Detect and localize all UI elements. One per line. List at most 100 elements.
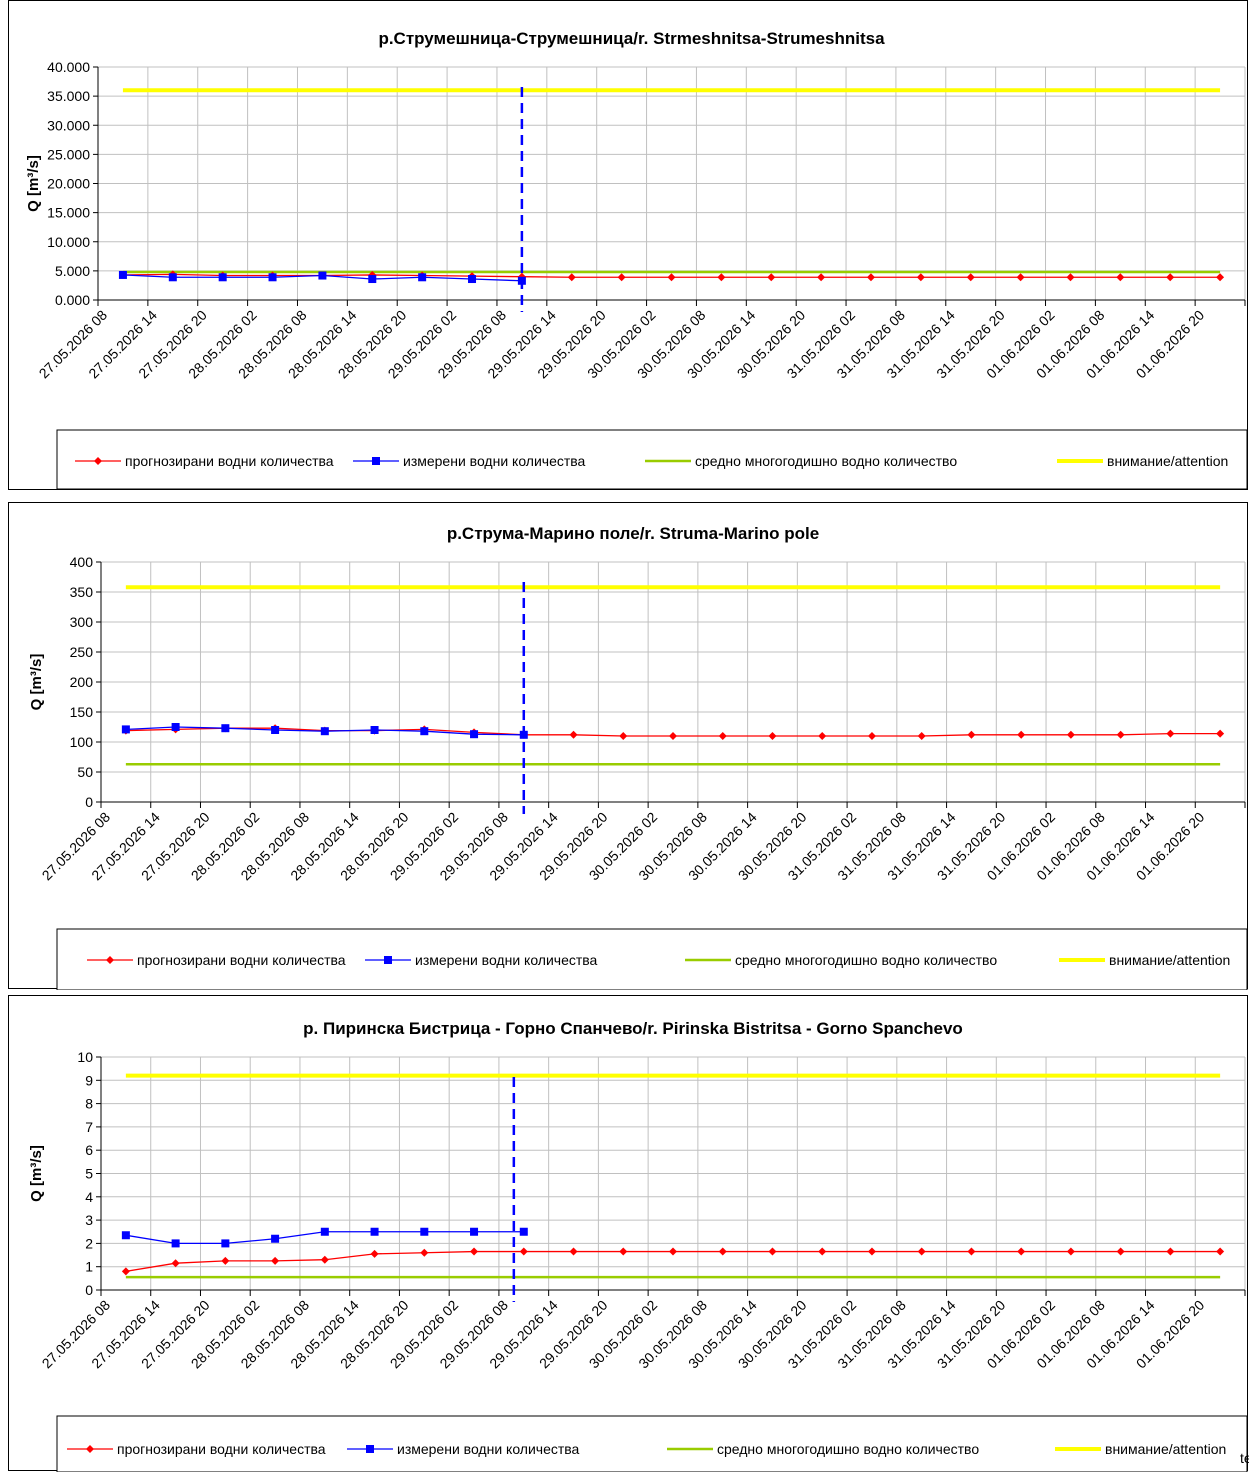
forecast-point (271, 1256, 280, 1265)
forecast-point (1017, 730, 1026, 739)
measured-point (320, 1227, 329, 1236)
forecast-point (669, 732, 677, 740)
legend-box (56, 1415, 1248, 1472)
legend-label: внимание/attention (1105, 1441, 1226, 1457)
legend-label: средно многогодишно водно количество (695, 453, 957, 469)
measured-point (420, 1227, 429, 1236)
forecast-point (1066, 1247, 1075, 1256)
y-tick-label: 150 (70, 704, 94, 720)
measured-point (519, 1227, 528, 1236)
y-tick-label: 5.000 (55, 263, 90, 279)
y-tick-label: 300 (70, 614, 94, 630)
measured-point (171, 1239, 180, 1248)
measured-point (171, 723, 180, 731)
legend-box (56, 429, 1248, 490)
forecast-point (519, 1247, 528, 1256)
forecast-point (1017, 1247, 1026, 1256)
legend-label: средно многогодишно водно количество (717, 1441, 979, 1457)
chart-title: р. Пиринска Бистрица - Горно Спанчево/r.… (303, 1019, 963, 1038)
forecast-point (569, 730, 578, 739)
forecast-point (1216, 729, 1225, 738)
legend-swatch-marker (384, 956, 392, 964)
forecast-point (867, 1247, 876, 1256)
legend-box (56, 928, 1248, 990)
forecast-point (567, 273, 576, 282)
forecast-point (171, 1259, 180, 1268)
y-tick-label: 35.000 (47, 88, 90, 104)
legend-label: измерени водни количества (403, 453, 586, 469)
measured-point (271, 1234, 280, 1243)
y-axis-label: Q [m³/s] (25, 155, 42, 212)
legend-swatch-marker (372, 457, 380, 465)
legend-label: внимание/attention (1107, 453, 1228, 469)
forecast-point (818, 732, 827, 740)
y-tick-label: 1 (85, 1259, 93, 1275)
forecast-point (370, 1249, 379, 1258)
chart-svg: р.Струма-Марино поле/r. Struma-Marino po… (28, 524, 1248, 990)
y-tick-label: 10 (77, 1049, 93, 1065)
forecast-point (1116, 1247, 1125, 1256)
forecast-point (1166, 1247, 1175, 1256)
measured-point (168, 273, 177, 282)
forecast-point (717, 273, 726, 282)
chart-svg: р.Струмешница-Струмешница/r. Strmeshnits… (25, 29, 1248, 490)
y-tick-label: 6 (85, 1142, 93, 1158)
forecast-point (669, 1247, 677, 1256)
measured-point (121, 725, 130, 734)
legend-label: измерени водни количества (397, 1441, 580, 1457)
legend-swatch-marker (94, 457, 102, 465)
legend-swatch-marker (86, 1445, 94, 1453)
forecast-point (967, 730, 976, 739)
measured-point (370, 726, 379, 734)
forecast-point (867, 732, 876, 740)
measured-point (271, 726, 280, 734)
forecast-point (1116, 730, 1125, 739)
forecast-point (470, 1247, 479, 1256)
forecast-point (916, 273, 925, 282)
y-tick-label: 250 (70, 644, 94, 660)
legend-label: измерени водни количества (415, 952, 598, 968)
forecast-point (817, 273, 826, 282)
y-tick-label: 0 (85, 1282, 93, 1298)
legend-label: прогнозирани водни количества (137, 952, 346, 968)
y-tick-label: 100 (70, 734, 94, 750)
legend-label: средно многогодишно водно количество (735, 952, 997, 968)
forecast-point (1066, 730, 1075, 739)
forecast-point (1166, 729, 1175, 738)
measured-point (418, 273, 427, 282)
forecast-point (121, 1267, 130, 1276)
y-tick-label: 15.000 (47, 205, 90, 221)
forecast-point (966, 273, 975, 282)
y-axis-label: Q [m³/s] (28, 654, 45, 711)
forecast-point (767, 273, 776, 282)
forecast-point (1216, 273, 1225, 282)
forecast-point (1116, 273, 1125, 282)
forecast-point (619, 1247, 628, 1256)
chart-svg: р. Пиринска Бистрица - Горно Спанчево/r.… (28, 1019, 1248, 1472)
forecast-point (221, 1256, 230, 1265)
measured-point (470, 730, 479, 739)
legend-swatch-marker (366, 1445, 374, 1453)
measured-point (221, 1239, 230, 1248)
forecast-point (1166, 273, 1175, 282)
forecast-point (917, 732, 926, 740)
y-tick-label: 7 (85, 1119, 93, 1135)
y-tick-label: 9 (85, 1072, 93, 1088)
forecast-point (619, 732, 628, 740)
measured-point (121, 1231, 130, 1240)
measured-point (221, 724, 230, 733)
forecast-point (420, 1248, 429, 1257)
forecast-point (667, 273, 676, 282)
forecast-point (866, 273, 875, 282)
measured-point (470, 1227, 479, 1236)
forecast-point (768, 732, 777, 740)
y-tick-label: 40.000 (47, 59, 90, 75)
y-tick-label: 350 (70, 584, 94, 600)
forecast-point (320, 1255, 329, 1264)
forecast-point (768, 1247, 777, 1256)
measured-point (468, 275, 477, 284)
measured-point (320, 727, 329, 736)
legend-swatch-marker (106, 956, 114, 964)
forecast-point (917, 1247, 926, 1256)
forecast-point (1216, 1247, 1225, 1256)
